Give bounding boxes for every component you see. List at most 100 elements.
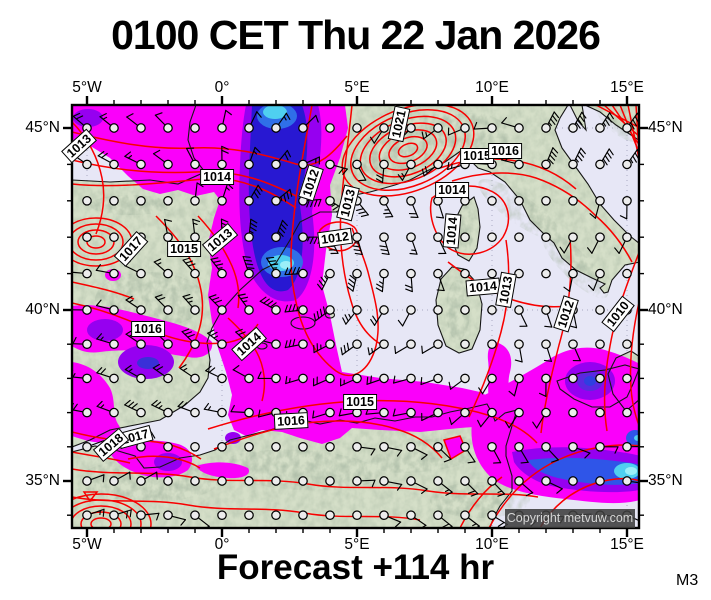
- wind-barb-station: [342, 305, 362, 325]
- axis-label-bottom: 15°E: [610, 536, 644, 553]
- wind-barb-station: [433, 441, 452, 463]
- wind-barb-station: [230, 404, 254, 418]
- wind-barb-station: [379, 476, 403, 491]
- wind-barb-station: [298, 114, 319, 133]
- wind-barb-station: [504, 407, 524, 429]
- wind-barb-station: [568, 373, 578, 384]
- wind-barb-station: [72, 336, 92, 350]
- wind-barb-station: [460, 268, 470, 279]
- wind-barb-station: [595, 373, 605, 384]
- wind-barb-station: [559, 232, 578, 254]
- wind-barb-station: [182, 293, 200, 315]
- wind-barb-station: [136, 195, 146, 206]
- wind-barb-station: [203, 402, 227, 418]
- wind-barb-station: [460, 232, 470, 243]
- wind-barb-station: [217, 441, 227, 452]
- wind-barb-station: [568, 441, 591, 459]
- wind-barb-station: [190, 510, 210, 528]
- wind-barb-station: [514, 305, 528, 327]
- axis-label-bottom: 0°: [214, 536, 230, 553]
- wind-barb-station: [622, 112, 639, 133]
- forecast-hour-label: Forecast +114 hr: [216, 548, 495, 587]
- wind-barb-station: [473, 121, 497, 133]
- wind-barb-station: [460, 305, 470, 315]
- wind-barb-station: [82, 508, 105, 521]
- wind-barb-station: [182, 257, 200, 279]
- wind-barb-station: [186, 147, 200, 170]
- wind-barb-station: [325, 441, 335, 452]
- wind-barb-station: [313, 305, 335, 322]
- wind-barb-station: [487, 339, 497, 350]
- wind-barb-station: [109, 232, 119, 243]
- wind-barb-station: [163, 476, 173, 486]
- wind-barb-station: [136, 471, 158, 486]
- wind-barb-station: [366, 373, 389, 385]
- wind-barb-station: [460, 476, 479, 497]
- wind-barb-station: [379, 195, 394, 218]
- wind-barb-station: [271, 112, 291, 133]
- wind-barb-station: [406, 195, 419, 218]
- wind-barb-station: [271, 441, 281, 452]
- wind-barb-station: [298, 441, 308, 452]
- wind-barb-station: [514, 339, 524, 363]
- wind-barb-station: [379, 232, 390, 256]
- wind-barb-station: [538, 373, 551, 397]
- wind-barb-station: [587, 268, 605, 291]
- wind-barb-station: [217, 476, 227, 486]
- wind-barb-station: [404, 268, 416, 293]
- wind-barb-station: [163, 441, 173, 452]
- axis-ticks: [63, 96, 648, 537]
- wind-barb-station: [266, 256, 281, 279]
- wind-barb-station: [375, 159, 389, 183]
- wind-barb-station: [421, 123, 443, 140]
- wind-barb-station: [541, 147, 559, 170]
- wind-barb-station: [352, 441, 376, 456]
- wind-barb-station: [460, 339, 470, 350]
- axis-label-right: 40°N: [648, 301, 683, 318]
- isobar-label: 1015: [460, 148, 494, 164]
- wind-barb-station: [244, 476, 254, 486]
- wind-barb-station: [96, 400, 119, 418]
- wind-barb-station: [421, 339, 443, 354]
- axis-label-left: 45°N: [25, 119, 60, 136]
- wind-barb-station: [163, 195, 173, 206]
- wind-barb-station: [285, 373, 308, 385]
- wind-barb-station: [622, 407, 632, 418]
- wind-barb-station: [595, 305, 605, 315]
- wind-barb-station: [508, 373, 524, 397]
- wind-barb-station: [72, 402, 92, 418]
- wind-barb-station: [421, 407, 443, 422]
- wind-barb-station: [181, 328, 200, 350]
- isobar-label: 1014: [442, 213, 462, 249]
- wind-barb-station: [622, 373, 632, 384]
- wind-barb-station: [541, 195, 551, 206]
- wind-barb-station: [298, 476, 308, 486]
- wind-barb-station: [340, 339, 362, 356]
- wind-barb-station: [406, 476, 428, 494]
- wind-barb-station: [586, 232, 605, 254]
- wind-barb-station: [190, 182, 204, 206]
- wind-barb-station: [124, 399, 146, 418]
- wind-barb-station: [514, 476, 534, 497]
- wind-barb-station: [109, 471, 131, 486]
- wind-barb-station: [352, 232, 363, 256]
- wind-barb-station: [346, 268, 362, 292]
- wind-barb-station: [95, 299, 119, 315]
- wind-barb-station: [460, 441, 476, 464]
- wind-barb-station: [379, 441, 403, 457]
- wind-barb-station: [97, 151, 119, 170]
- wind-barb-station: [124, 364, 146, 384]
- wind-barb-station: [298, 510, 308, 521]
- wind-barb-station: [82, 232, 92, 243]
- wind-barb-station: [477, 407, 497, 428]
- wind-barb-station: [271, 476, 281, 486]
- wind-barb-station: [109, 509, 132, 521]
- wind-barb-station: [568, 195, 578, 206]
- wind-barb-station: [152, 363, 173, 384]
- wind-barb-station: [375, 268, 389, 293]
- wind-barb-station: [568, 147, 586, 170]
- wind-barb-station: [406, 232, 418, 255]
- wind-barb-station: [514, 195, 524, 206]
- wind-barb-station: [190, 123, 200, 133]
- wind-barb-station: [406, 441, 428, 460]
